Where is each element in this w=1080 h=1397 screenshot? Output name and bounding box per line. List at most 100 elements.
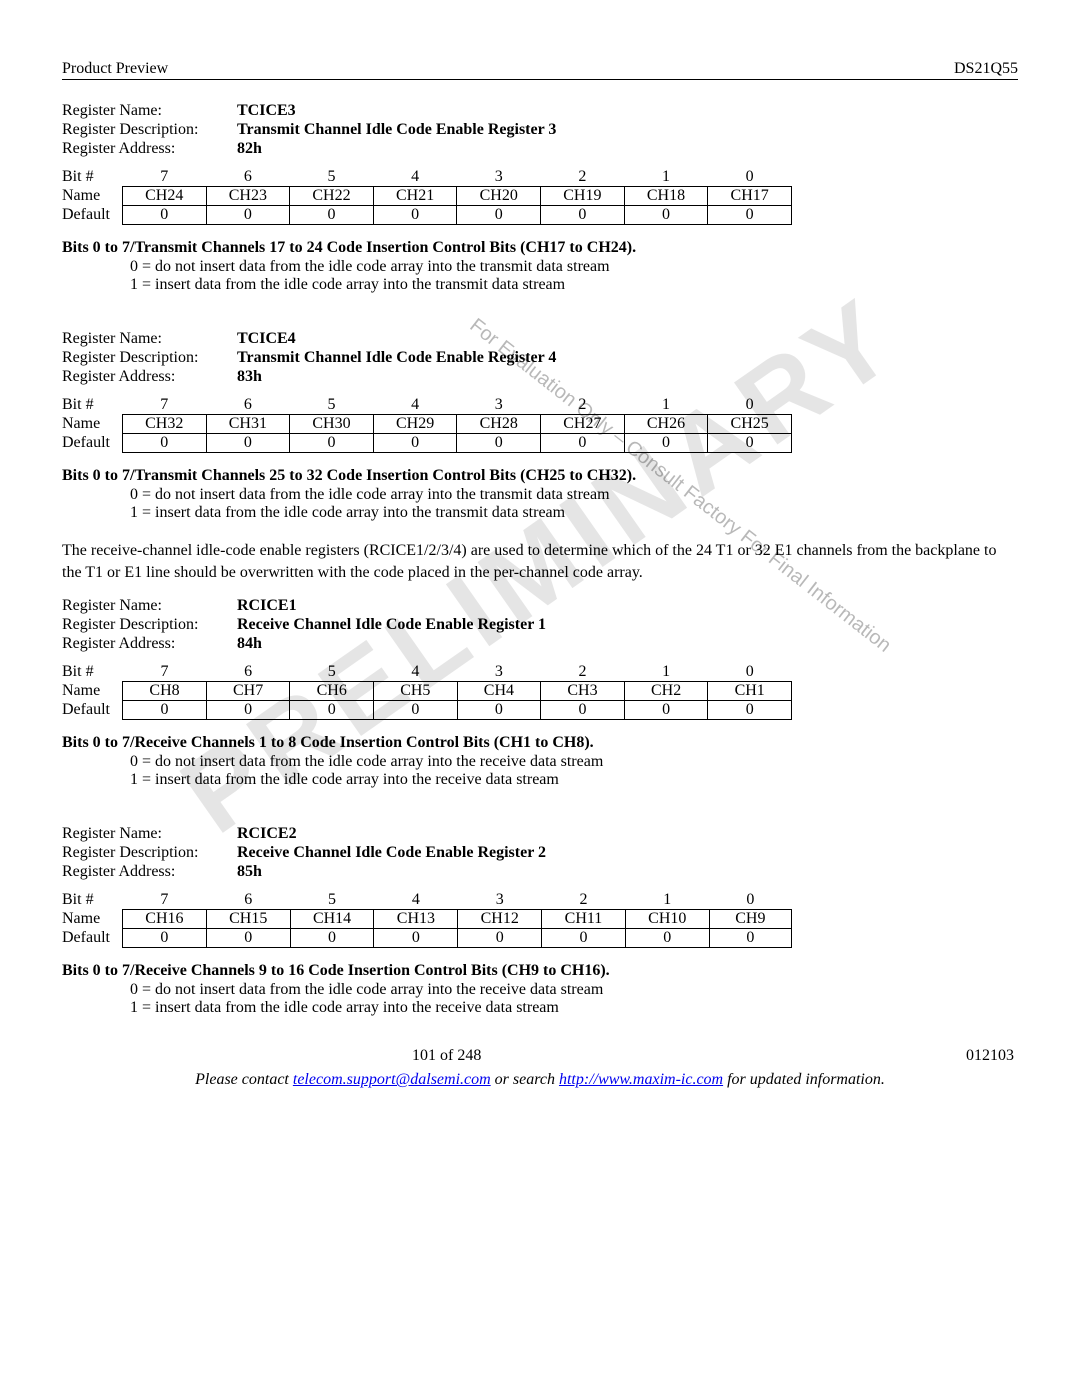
bits-desc-1: 1 = insert data from the idle code array…: [130, 276, 1018, 294]
bit-name-cell: CH14: [290, 910, 374, 929]
bit-name-cell: CH22: [290, 187, 374, 206]
bits-desc-0: 0 = do not insert data from the idle cod…: [130, 753, 1018, 771]
bits-desc-lines: 0 = do not insert data from the idle cod…: [130, 258, 1018, 294]
bits-desc-1: 1 = insert data from the idle code array…: [130, 999, 1018, 1017]
bit-default-cell: 0: [290, 434, 374, 453]
default-label: Default: [62, 701, 123, 720]
bit-num-cell: 5: [290, 663, 374, 682]
bit-row-default: Default00000000: [62, 929, 792, 948]
bit-default-cell: 0: [708, 434, 792, 453]
bit-default-cell: 0: [458, 929, 542, 948]
reg-addr-value: 83h: [237, 368, 262, 386]
bit-default-cell: 0: [374, 929, 458, 948]
bit-default-cell: 0: [542, 929, 626, 948]
bit-name-cell: CH19: [541, 187, 625, 206]
bit-num-cell: 3: [457, 396, 541, 415]
bit-default-cell: 0: [290, 206, 374, 225]
reg-desc-label: Register Description:: [62, 844, 237, 862]
reg-desc-value: Receive Channel Idle Code Enable Registe…: [237, 616, 546, 634]
bit-num-cell: 3: [457, 168, 541, 187]
bit-num-cell: 3: [457, 663, 541, 682]
reg-name-label: Register Name:: [62, 102, 237, 120]
bit-num-cell: 1: [624, 663, 708, 682]
bit-name-cell: CH28: [457, 415, 541, 434]
page-header: Product Preview DS21Q55: [62, 60, 1018, 80]
reg-desc-value: Transmit Channel Idle Code Enable Regist…: [237, 121, 556, 139]
bit-name-cell: CH18: [624, 187, 708, 206]
bit-name-cell: CH32: [122, 415, 206, 434]
reg-desc-label: Register Description:: [62, 349, 237, 367]
bit-default-cell: 0: [206, 929, 290, 948]
bit-name-cell: CH30: [290, 415, 374, 434]
bit-name-cell: CH13: [374, 910, 458, 929]
bit-row-name: NameCH32CH31CH30CH29CH28CH27CH26CH25: [62, 415, 792, 434]
bitnum-label: Bit #: [62, 396, 122, 415]
footer-mid: or search: [491, 1071, 559, 1088]
footer-url-link[interactable]: http://www.maxim-ic.com: [559, 1071, 723, 1088]
footer-suffix: for updated information.: [723, 1071, 885, 1088]
bit-name-cell: CH6: [290, 682, 374, 701]
bit-name-cell: CH17: [708, 187, 792, 206]
bit-num-cell: 1: [624, 396, 708, 415]
bit-name-cell: CH24: [122, 187, 206, 206]
bit-num-cell: 4: [374, 663, 458, 682]
bits-desc-title: Bits 0 to 7/Transmit Channels 25 to 32 C…: [62, 467, 1018, 485]
bit-num-cell: 6: [206, 663, 290, 682]
bit-name-cell: CH15: [206, 910, 290, 929]
bit-row-num: Bit #76543210: [62, 891, 792, 910]
bit-name-cell: CH10: [625, 910, 709, 929]
bit-default-cell: 0: [541, 206, 625, 225]
register-block: Register Name:RCICE1Register Description…: [62, 597, 1018, 653]
bit-table: Bit #76543210NameCH8CH7CH6CH5CH4CH3CH2CH…: [62, 663, 792, 720]
reg-name-value: RCICE2: [237, 825, 297, 843]
reg-desc-value: Receive Channel Idle Code Enable Registe…: [237, 844, 546, 862]
bit-table: Bit #76543210NameCH16CH15CH14CH13CH12CH1…: [62, 891, 792, 948]
bit-default-cell: 0: [123, 701, 207, 720]
bit-row-default: Default00000000: [62, 434, 792, 453]
bit-name-cell: CH5: [374, 682, 458, 701]
bit-default-cell: 0: [122, 929, 206, 948]
bit-default-cell: 0: [541, 701, 625, 720]
header-right: DS21Q55: [954, 60, 1018, 78]
bit-default-cell: 0: [457, 701, 541, 720]
bit-default-cell: 0: [709, 929, 791, 948]
bit-name-cell: CH16: [122, 910, 206, 929]
bit-num-cell: 7: [122, 168, 206, 187]
bit-num-cell: 6: [206, 168, 290, 187]
bit-num-cell: 2: [541, 396, 625, 415]
footer-email-link[interactable]: telecom.support@dalsemi.com: [293, 1071, 491, 1088]
bit-name-cell: CH3: [541, 682, 625, 701]
bit-default-cell: 0: [457, 206, 541, 225]
bits-desc-title: Bits 0 to 7/Receive Channels 9 to 16 Cod…: [62, 962, 1018, 980]
bit-name-cell: CH23: [206, 187, 290, 206]
bit-num-cell: 3: [458, 891, 542, 910]
bit-default-cell: 0: [122, 434, 206, 453]
bit-default-cell: 0: [122, 206, 206, 225]
bit-num-cell: 2: [541, 168, 625, 187]
bit-row-num: Bit #76543210: [62, 168, 792, 187]
reg-addr-label: Register Address:: [62, 140, 237, 158]
bit-default-cell: 0: [624, 701, 708, 720]
footer-pages: 101 of 248 012103: [62, 1047, 1018, 1065]
register-block: Register Name:TCICE3Register Description…: [62, 102, 1018, 158]
bit-num-cell: 1: [624, 168, 708, 187]
bit-row-name: NameCH16CH15CH14CH13CH12CH11CH10CH9: [62, 910, 792, 929]
bit-default-cell: 0: [290, 701, 374, 720]
bit-table: Bit #76543210NameCH24CH23CH22CH21CH20CH1…: [62, 168, 792, 225]
paragraph: The receive-channel idle-code enable reg…: [62, 540, 1018, 583]
bit-num-cell: 4: [373, 396, 457, 415]
reg-addr-value: 82h: [237, 140, 262, 158]
bit-default-cell: 0: [373, 206, 457, 225]
bits-desc-title: Bits 0 to 7/Transmit Channels 17 to 24 C…: [62, 239, 1018, 257]
bit-default-cell: 0: [206, 701, 290, 720]
bit-default-cell: 0: [290, 929, 374, 948]
bit-num-cell: 2: [541, 663, 625, 682]
bit-default-cell: 0: [624, 206, 708, 225]
bit-name-cell: CH12: [458, 910, 542, 929]
bit-num-cell: 2: [542, 891, 626, 910]
reg-desc-value: Transmit Channel Idle Code Enable Regist…: [237, 349, 556, 367]
bits-desc-1: 1 = insert data from the idle code array…: [130, 504, 1018, 522]
reg-addr-label: Register Address:: [62, 368, 237, 386]
bitnum-label: Bit #: [62, 168, 122, 187]
bit-name-cell: CH7: [206, 682, 290, 701]
